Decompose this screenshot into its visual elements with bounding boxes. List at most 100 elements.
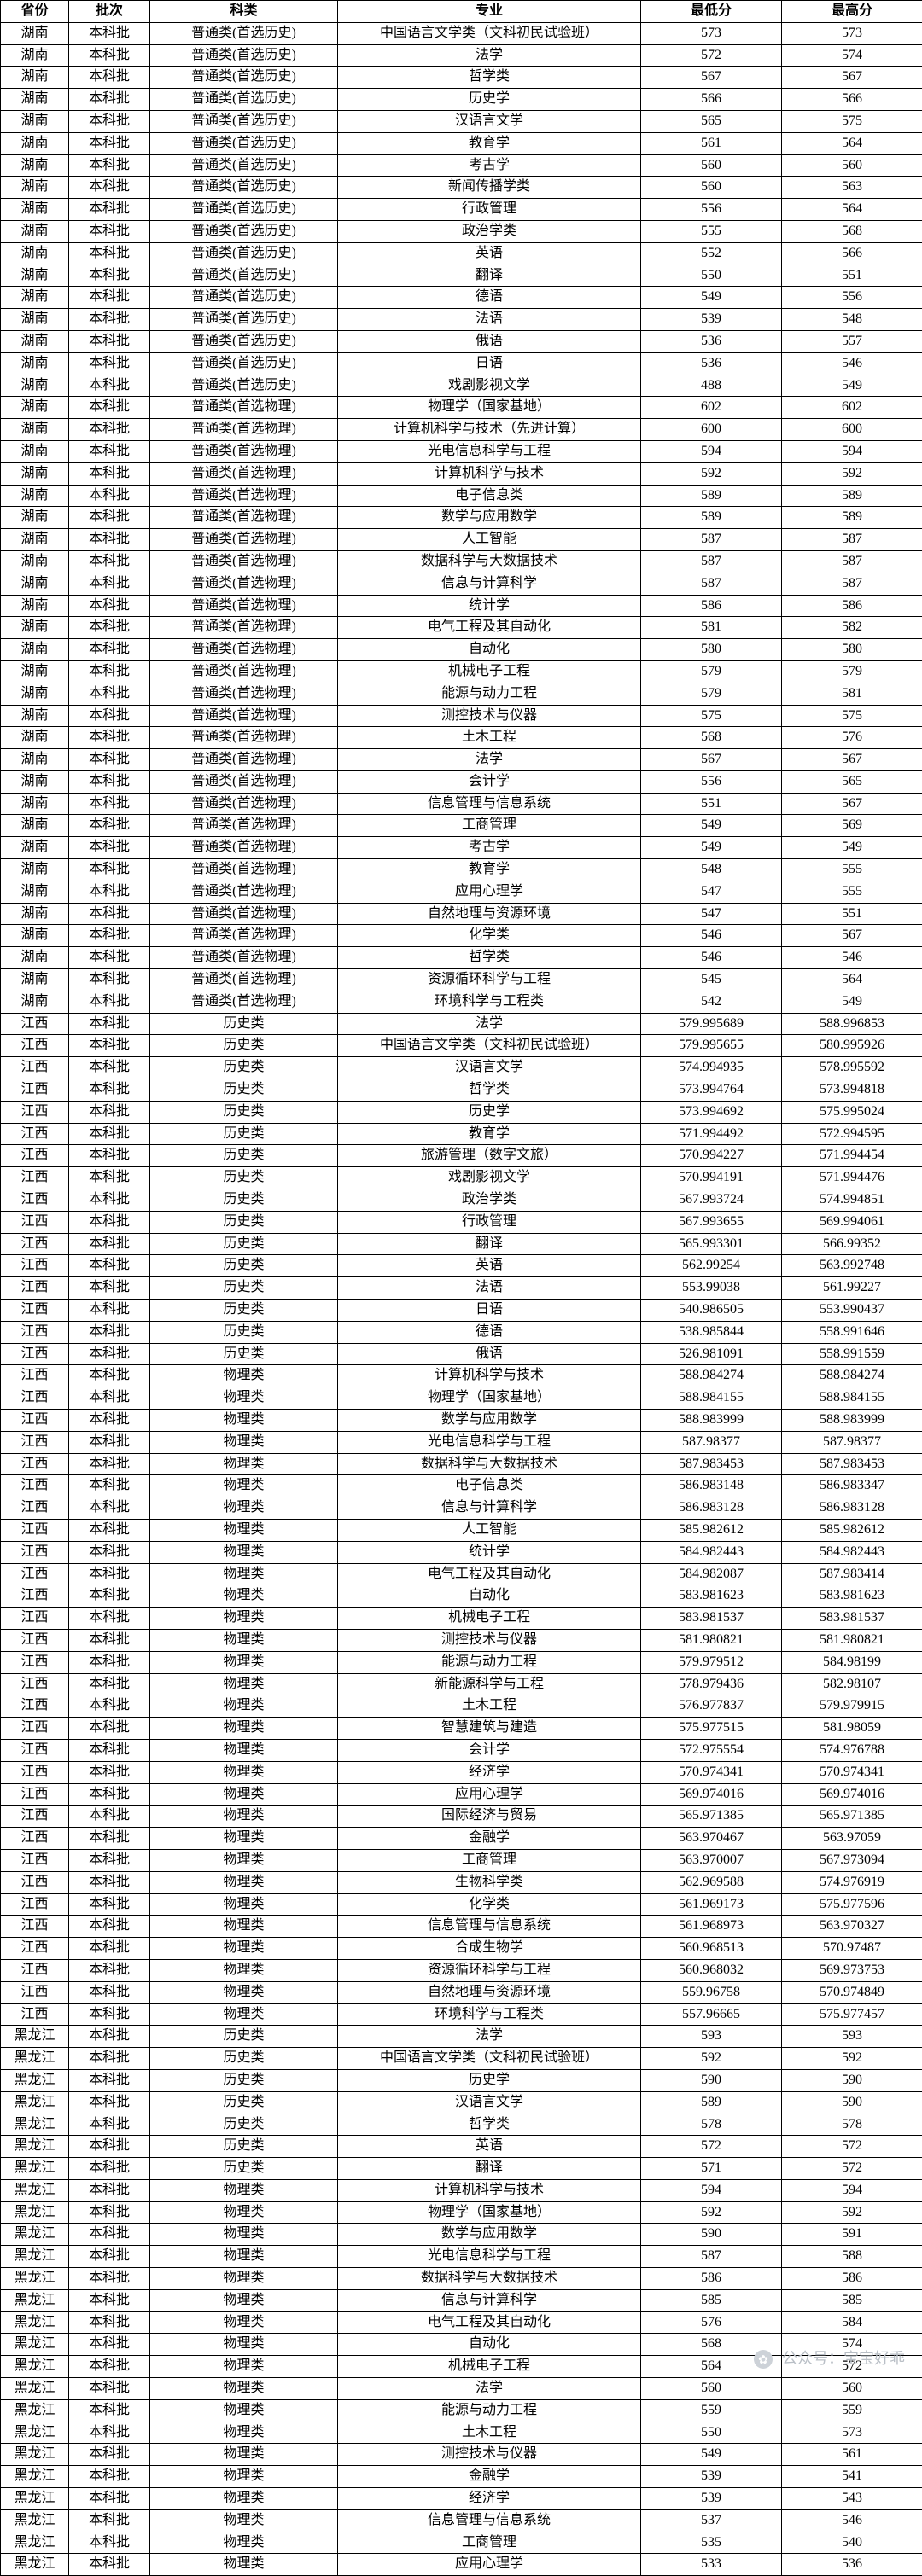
table-cell: 江西 bbox=[1, 1431, 69, 1453]
table-cell: 本科批 bbox=[69, 2224, 150, 2246]
table-cell: 能源与动力工程 bbox=[338, 2399, 641, 2422]
table-row: 湖南本科批普通类(首选物理)计算机科学与技术592592 bbox=[1, 462, 922, 485]
table-cell: 历史类 bbox=[150, 2048, 338, 2070]
table-cell: 人工智能 bbox=[338, 529, 641, 551]
table-cell: 569.973753 bbox=[782, 1959, 922, 1981]
table-row: 江西本科批物理类国际经济与贸易565.971385565.971385 bbox=[1, 1806, 922, 1828]
table-cell: 592 bbox=[782, 2201, 922, 2224]
table-row: 江西本科批物理类工商管理563.970007567.973094 bbox=[1, 1849, 922, 1871]
table-cell: 法语 bbox=[338, 309, 641, 331]
table-cell: 572 bbox=[782, 2356, 922, 2378]
table-cell: 电气工程及其自动化 bbox=[338, 2311, 641, 2334]
table-cell: 本科批 bbox=[69, 639, 150, 661]
table-row: 湖南本科批普通类(首选历史)哲学类567567 bbox=[1, 67, 922, 89]
table-row: 江西本科批历史类历史学573.994692575.995024 bbox=[1, 1101, 922, 1123]
table-cell: 江西 bbox=[1, 1629, 69, 1651]
table-cell: 本科批 bbox=[69, 67, 150, 89]
table-cell: 黑龙江 bbox=[1, 2048, 69, 2070]
table-cell: 江西 bbox=[1, 1079, 69, 1102]
table-cell: 561.99227 bbox=[782, 1277, 922, 1300]
table-cell: 本科批 bbox=[69, 1916, 150, 1938]
table-cell: 588.984274 bbox=[782, 1365, 922, 1387]
table-cell: 哲学类 bbox=[338, 67, 641, 89]
table-cell: 本科批 bbox=[69, 815, 150, 837]
table-row: 黑龙江本科批历史类历史学590590 bbox=[1, 2069, 922, 2091]
table-cell: 546 bbox=[782, 947, 922, 969]
table-cell: 湖南 bbox=[1, 419, 69, 441]
table-cell: 本科批 bbox=[69, 705, 150, 727]
table-cell: 本科批 bbox=[69, 1938, 150, 1960]
table-cell: 581 bbox=[641, 617, 782, 639]
table-cell: 本科批 bbox=[69, 1300, 150, 1322]
table-cell: 本科批 bbox=[69, 507, 150, 529]
table-cell: 556 bbox=[782, 287, 922, 309]
table-cell: 教育学 bbox=[338, 1123, 641, 1145]
table-body: 湖南本科批普通类(首选历史)中国语言文学类（文科初民试验班）573573湖南本科… bbox=[1, 22, 922, 2575]
table-cell: 本科批 bbox=[69, 1651, 150, 1673]
table-cell: 普通类(首选历史) bbox=[150, 352, 338, 375]
table-cell: 576 bbox=[782, 727, 922, 749]
table-cell: 567 bbox=[641, 67, 782, 89]
table-row: 黑龙江本科批历史类英语572572 bbox=[1, 2136, 922, 2158]
table-cell: 本科批 bbox=[69, 309, 150, 331]
table-cell: 江西 bbox=[1, 1673, 69, 1695]
table-cell: 本科批 bbox=[69, 2532, 150, 2554]
table-row: 黑龙江本科批物理类测控技术与仪器549561 bbox=[1, 2444, 922, 2466]
table-cell: 机械电子工程 bbox=[338, 2356, 641, 2378]
table-cell: 江西 bbox=[1, 1101, 69, 1123]
table-cell: 行政管理 bbox=[338, 199, 641, 221]
table-cell: 黑龙江 bbox=[1, 2026, 69, 2048]
table-cell: 565.993301 bbox=[641, 1233, 782, 1255]
table-cell: 555 bbox=[782, 881, 922, 903]
table-cell: 普通类(首选物理) bbox=[150, 639, 338, 661]
table-cell: 574.994851 bbox=[782, 1189, 922, 1212]
table-cell: 中国语言文学类（文科初民试验班） bbox=[338, 1035, 641, 1057]
table-cell: 黑龙江 bbox=[1, 2289, 69, 2311]
table-cell: 普通类(首选物理) bbox=[150, 573, 338, 595]
table-cell: 本科批 bbox=[69, 1431, 150, 1453]
table-cell: 黑龙江 bbox=[1, 2311, 69, 2334]
table-cell: 英语 bbox=[338, 242, 641, 265]
table-cell: 黑龙江 bbox=[1, 2179, 69, 2201]
table-cell: 湖南 bbox=[1, 397, 69, 419]
table-cell: 物理类 bbox=[150, 1651, 338, 1673]
table-cell: 569.974016 bbox=[641, 1783, 782, 1806]
table-cell: 普通类(首选物理) bbox=[150, 727, 338, 749]
table-cell: 湖南 bbox=[1, 683, 69, 705]
table-row: 湖南本科批普通类(首选物理)化学类546567 bbox=[1, 925, 922, 947]
table-cell: 行政管理 bbox=[338, 1211, 641, 1233]
table-cell: 536 bbox=[641, 352, 782, 375]
table-row: 黑龙江本科批物理类机械电子工程564572 bbox=[1, 2356, 922, 2378]
table-cell: 561 bbox=[641, 132, 782, 154]
table-cell: 本科批 bbox=[69, 2048, 150, 2070]
table-cell: 581 bbox=[782, 683, 922, 705]
table-cell: 江西 bbox=[1, 1277, 69, 1300]
table-cell: 戏剧影视文学 bbox=[338, 375, 641, 397]
table-cell: 江西 bbox=[1, 1035, 69, 1057]
table-cell: 物理类 bbox=[150, 2444, 338, 2466]
table-cell: 翻译 bbox=[338, 2158, 641, 2180]
table-cell: 物理类 bbox=[150, 1783, 338, 1806]
table-cell: 本科批 bbox=[69, 2311, 150, 2334]
table-cell: 江西 bbox=[1, 1167, 69, 1189]
table-cell: 549 bbox=[641, 287, 782, 309]
table-row: 湖南本科批普通类(首选历史)俄语536557 bbox=[1, 330, 922, 352]
table-cell: 江西 bbox=[1, 1651, 69, 1673]
table-cell: 558.991559 bbox=[782, 1343, 922, 1365]
table-row: 湖南本科批普通类(首选物理)能源与动力工程579581 bbox=[1, 683, 922, 705]
table-row: 湖南本科批普通类(首选物理)自动化580580 bbox=[1, 639, 922, 661]
table-cell: 中国语言文学类（文科初民试验班） bbox=[338, 2048, 641, 2070]
table-cell: 江西 bbox=[1, 1893, 69, 1916]
table-cell: 历史学 bbox=[338, 1101, 641, 1123]
table-cell: 588.996853 bbox=[782, 1013, 922, 1035]
table-cell: 土木工程 bbox=[338, 2422, 641, 2444]
table-row: 江西本科批物理类物理学（国家基地）588.984155588.984155 bbox=[1, 1387, 922, 1410]
table-cell: 本科批 bbox=[69, 397, 150, 419]
table-cell: 543 bbox=[782, 2488, 922, 2510]
table-cell: 物理类 bbox=[150, 1410, 338, 1432]
table-cell: 本科批 bbox=[69, 1585, 150, 1608]
table-cell: 物理类 bbox=[150, 1718, 338, 1740]
table-cell: 自然地理与资源环境 bbox=[338, 903, 641, 925]
table-row: 江西本科批历史类法学579.995689588.996853 bbox=[1, 1013, 922, 1035]
table-cell: 本科批 bbox=[69, 837, 150, 859]
